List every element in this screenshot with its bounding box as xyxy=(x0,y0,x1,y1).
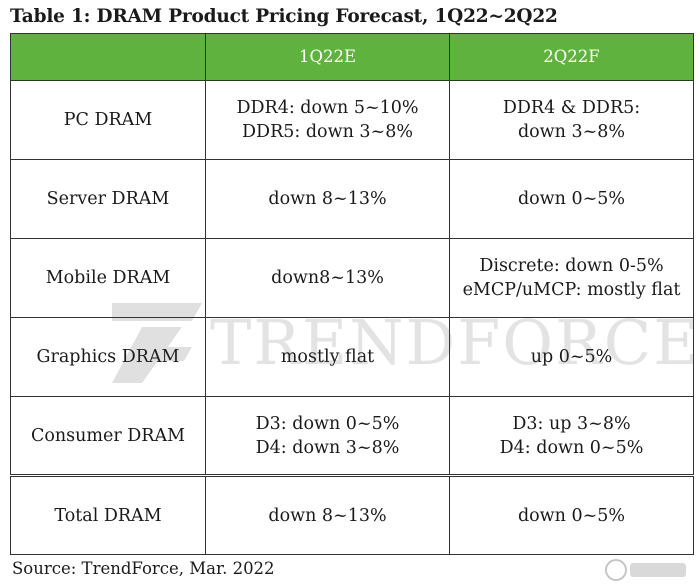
cell-server-dram-2q22f: down 0~5% xyxy=(449,159,694,239)
row-label-graphics-dram: Graphics DRAM xyxy=(10,317,206,397)
cell-line: Discrete: down 0-5% xyxy=(479,256,664,276)
cell-pc-dram-2q22f: DDR4 & DDR5: down 3~8% xyxy=(449,80,694,160)
cell-line: mostly flat xyxy=(280,347,375,367)
cell-graphics-dram-2q22f: up 0~5% xyxy=(449,317,694,397)
table-row: Graphics DRAM mostly flat up 0~5% xyxy=(10,317,694,397)
cell-line: D4: down 3~8% xyxy=(255,437,400,458)
table-row: Consumer DRAM D3: down 0~5% D4: down 3~8… xyxy=(10,396,694,476)
cell-line: down 0~5% xyxy=(517,505,626,526)
cell-line: down 8~13% xyxy=(268,505,387,526)
cell-line: eMCP/uMCP: mostly flat xyxy=(462,280,681,300)
pricing-table: 1Q22E 2Q22F PC DRAM DDR4: down 5~10% DDR… xyxy=(10,33,694,555)
cell-line: down 3~8% xyxy=(517,122,626,142)
table-row-total: Total DRAM down 8~13% down 0~5% xyxy=(10,474,694,555)
cell-mobile-dram-2q22f: Discrete: down 0-5% eMCP/uMCP: mostly fl… xyxy=(449,238,694,318)
source-note: Source: TrendForce, Mar. 2022 xyxy=(12,559,275,578)
cell-line: down 0~5% xyxy=(517,189,626,209)
cell-line: DDR4: down 5~10% xyxy=(236,98,419,118)
corner-watermark-icon xyxy=(605,559,686,581)
cell-graphics-dram-1q22e: mostly flat xyxy=(205,317,450,397)
cell-line: down 8~13% xyxy=(268,189,387,209)
table-row: Server DRAM down 8~13% down 0~5% xyxy=(10,159,694,239)
cell-line: up 0~5% xyxy=(530,347,613,367)
header-2q22f: 2Q22F xyxy=(449,33,694,81)
cell-pc-dram-1q22e: DDR4: down 5~10% DDR5: down 3~8% xyxy=(205,80,450,160)
cell-server-dram-1q22e: down 8~13% xyxy=(205,159,450,239)
row-label-total-dram: Total DRAM xyxy=(10,474,206,555)
cell-consumer-dram-1q22e: D3: down 0~5% D4: down 3~8% xyxy=(205,396,450,476)
cell-line: DDR5: down 3~8% xyxy=(242,122,413,142)
header-blank-cell xyxy=(10,33,206,81)
cell-total-dram-2q22f: down 0~5% xyxy=(449,474,694,555)
table-row: Mobile DRAM down8~13% Discrete: down 0-5… xyxy=(10,238,694,318)
pricing-table-container: TRENDFORCE 1Q22E 2Q22F PC DRAM DDR4: dow… xyxy=(10,33,698,555)
cell-line: D3: up 3~8% xyxy=(512,413,631,434)
cell-consumer-dram-2q22f: D3: up 3~8% D4: down 0~5% xyxy=(449,396,694,476)
cell-mobile-dram-1q22e: down8~13% xyxy=(205,238,450,318)
table-row: PC DRAM DDR4: down 5~10% DDR5: down 3~8%… xyxy=(10,80,694,160)
row-label-consumer-dram: Consumer DRAM xyxy=(10,396,206,476)
header-1q22e: 1Q22E xyxy=(205,33,450,81)
row-label-pc-dram: PC DRAM xyxy=(10,80,206,160)
cell-line: D3: down 0~5% xyxy=(255,413,400,434)
row-label-server-dram: Server DRAM xyxy=(10,159,206,239)
cell-line: DDR4 & DDR5: xyxy=(502,98,641,118)
cell-line: down8~13% xyxy=(271,268,384,288)
cell-total-dram-1q22e: down 8~13% xyxy=(205,474,450,555)
cell-line: D4: down 0~5% xyxy=(499,437,644,458)
table-title: Table 1: DRAM Product Pricing Forecast, … xyxy=(10,6,558,27)
row-label-mobile-dram: Mobile DRAM xyxy=(10,238,206,318)
header-row: 1Q22E 2Q22F xyxy=(10,33,694,81)
